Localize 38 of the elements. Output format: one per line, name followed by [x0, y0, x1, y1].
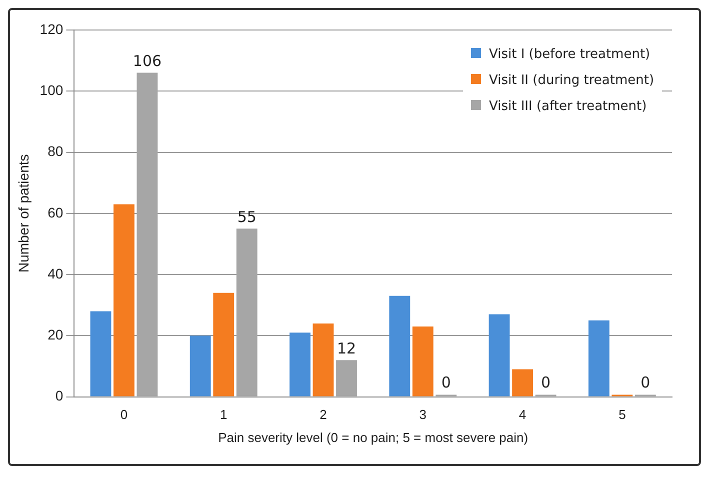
legend-label: Visit I (before treatment) — [489, 47, 650, 62]
bar — [236, 228, 258, 396]
data-label: 0 — [640, 374, 650, 392]
bar — [114, 204, 134, 396]
y-tick-label: 60 — [48, 204, 64, 220]
bar — [213, 292, 234, 396]
y-tick-label: 120 — [40, 20, 64, 37]
x-tick-label: 3 — [419, 407, 427, 422]
x-axis-title: Pain severity level (0 = no pain; 5 = most severe pain) — [218, 430, 528, 445]
x-tick-label: 5 — [618, 407, 626, 422]
bar — [136, 72, 158, 396]
legend-label: Visit II (during treatment) — [489, 73, 654, 88]
y-axis-title: Number of patients — [15, 154, 32, 273]
bar — [290, 332, 310, 396]
x-tick-label: 2 — [320, 407, 327, 422]
x-tick-label: 0 — [120, 407, 128, 422]
y-tick-label: 0 — [55, 388, 64, 404]
bar — [412, 326, 434, 396]
data-label: 0 — [441, 374, 451, 392]
x-tick-label: 1 — [220, 407, 228, 422]
y-tick-label: 100 — [40, 82, 64, 98]
bar — [312, 323, 334, 396]
data-label: 0 — [541, 374, 551, 392]
y-tick-label: 80 — [48, 143, 64, 160]
bar — [488, 314, 510, 396]
data-label: 106 — [132, 52, 162, 70]
bar — [90, 311, 112, 396]
bar — [389, 296, 410, 396]
x-tick-label: 4 — [518, 407, 526, 422]
legend-label: Visit III (after treatment) — [489, 99, 647, 114]
bar — [512, 369, 533, 396]
y-tick-label: 20 — [48, 326, 64, 343]
y-tick-label: 40 — [48, 265, 64, 282]
data-label: 12 — [336, 340, 356, 358]
bar — [190, 336, 211, 396]
bar — [336, 360, 357, 396]
data-label: 55 — [237, 208, 256, 226]
bar — [588, 320, 610, 396]
